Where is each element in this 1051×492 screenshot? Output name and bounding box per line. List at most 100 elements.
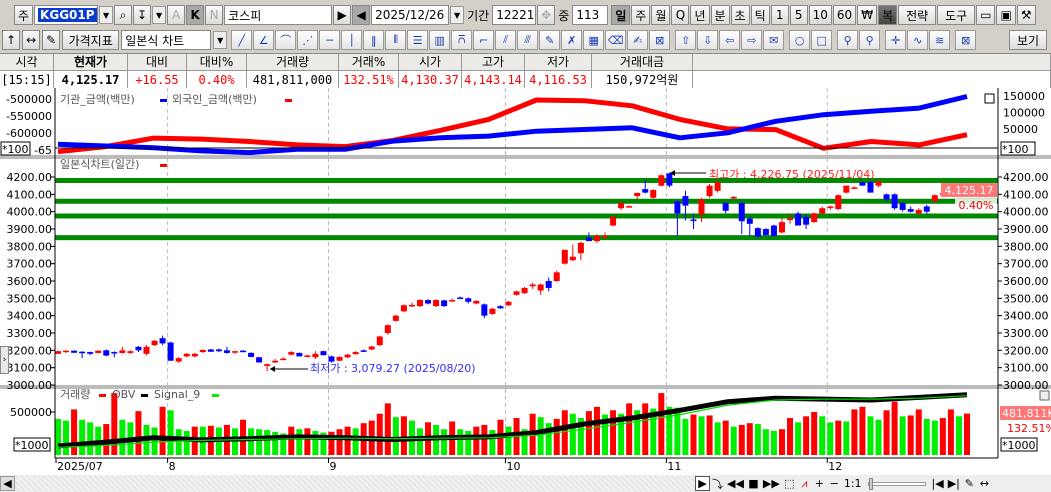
horizontal-lines-icon[interactable]: ☰: [407, 30, 429, 50]
arrow-up-icon[interactable]: ↑: [2, 30, 21, 50]
vertical-line-icon[interactable]: │: [341, 30, 363, 50]
arrow-down-icon[interactable]: ⇩: [697, 30, 719, 50]
interval-button[interactable]: 틱: [750, 5, 770, 25]
text-memo-icon[interactable]: ✉: [763, 30, 785, 50]
interval-button[interactable]: 년: [690, 5, 710, 25]
wave-icon[interactable]: ∿: [907, 30, 929, 50]
delete-tool-icon[interactable]: ✗: [561, 30, 583, 50]
circle-icon[interactable]: ○: [789, 30, 811, 50]
expand-horizontal-icon[interactable]: ↔: [22, 30, 41, 50]
first-icon[interactable]: |◀: [931, 477, 944, 490]
folder-open-icon[interactable]: ▭: [976, 5, 996, 25]
interval-button[interactable]: 분: [710, 5, 730, 25]
interval-button[interactable]: 5: [789, 5, 808, 25]
candle-body: [658, 175, 665, 186]
ray-line-icon[interactable]: ⌐: [473, 30, 495, 50]
interval-button[interactable]: Q: [671, 5, 690, 25]
next-icon[interactable]: ▶: [333, 5, 352, 25]
tools-button[interactable]: 도구: [937, 5, 976, 25]
expand-icon[interactable]: ↔: [979, 477, 989, 490]
interval-button[interactable]: 10: [808, 5, 832, 25]
interval-button[interactable]: 주: [631, 5, 651, 25]
date-input[interactable]: 2025/12/26: [371, 5, 450, 25]
edit-icon[interactable]: ✎: [42, 30, 61, 50]
parallel-channel-icon[interactable]: ⫻: [517, 30, 539, 50]
candle-body: [408, 304, 415, 307]
scroll-left-icon[interactable]: ◀: [0, 476, 15, 491]
scrollbar-track[interactable]: [15, 476, 695, 491]
ratio-button[interactable]: 1:1: [843, 477, 862, 490]
zoom-in-icon[interactable]: +: [814, 477, 824, 490]
save-icon[interactable]: ▣: [996, 5, 1016, 25]
interval-button[interactable]: ₩: [857, 5, 878, 25]
last-icon[interactable]: ▶|: [947, 477, 960, 490]
chart-type-dropdown-icon[interactable]: ▼: [213, 31, 228, 49]
delete-indicator-icon[interactable]: ⊠: [955, 30, 977, 50]
date-dropdown-icon[interactable]: ▼: [450, 6, 465, 24]
angle-line-icon[interactable]: ∠: [253, 30, 275, 50]
parallel-lines-icon[interactable]: ⫽: [495, 30, 517, 50]
sort-icon[interactable]: ↧: [133, 5, 152, 25]
delete-all-icon[interactable]: ⊠: [649, 30, 671, 50]
move-icon[interactable]: ✥: [537, 5, 556, 25]
fibonacci-time-icon[interactable]: ⦀: [385, 30, 407, 50]
color-palette-icon[interactable]: ▦: [583, 30, 605, 50]
panel-expand-icon[interactable]: ›: [0, 346, 9, 374]
rewind-icon[interactable]: ◀◀: [727, 477, 744, 490]
interval-button[interactable]: 60: [832, 5, 857, 25]
arrow-right-icon[interactable]: ⇨: [741, 30, 763, 50]
arrow-up-icon[interactable]: ⇧: [675, 30, 697, 50]
code-dropdown-icon[interactable]: ▼: [99, 6, 114, 24]
market-button[interactable]: 주: [14, 5, 34, 25]
search-icon[interactable]: ⌕: [114, 5, 133, 25]
oscillator-icon[interactable]: ≋: [929, 30, 951, 50]
fan-line-icon[interactable]: ⋰: [297, 30, 319, 50]
chart-area[interactable]: 4,125.17 0.40% 481,811K 132.51% 2025/07 8 9 1…: [0, 88, 1051, 475]
eraser-icon[interactable]: ⌫: [605, 30, 627, 50]
k-button[interactable]: K: [186, 5, 205, 25]
n-button[interactable]: N: [205, 5, 224, 25]
view-button[interactable]: 보기: [1009, 30, 1047, 50]
interval-button[interactable]: 초: [730, 5, 750, 25]
pencil-icon[interactable]: ✎: [539, 30, 561, 50]
vertical-lines-icon[interactable]: ▥: [429, 30, 451, 50]
edit-property-icon[interactable]: ✍: [627, 30, 649, 50]
prev-icon[interactable]: ◀: [352, 5, 371, 25]
arc-icon[interactable]: ⌒: [275, 30, 297, 50]
speed-lines-icon[interactable]: ⩃: [451, 30, 473, 50]
stop-icon[interactable]: ■: [748, 477, 759, 490]
strategy-button[interactable]: 전략: [898, 5, 937, 25]
crosshair-icon[interactable]: ✛: [885, 30, 907, 50]
price-indicator-button[interactable]: 가격지표: [62, 30, 120, 50]
candle: [304, 354, 311, 358]
interval-button[interactable]: 월: [651, 5, 671, 25]
scroll-right-icon[interactable]: ▶: [695, 476, 710, 491]
zoom-out-icon[interactable]: −: [829, 477, 839, 490]
arrow-left-icon[interactable]: ⇦: [719, 30, 741, 50]
zoom-icon[interactable]: ⚲: [837, 30, 859, 50]
jump-icon[interactable]: ⤵: [712, 477, 723, 491]
multi-button[interactable]: 복: [878, 5, 898, 25]
a-button[interactable]: A: [167, 5, 186, 25]
zoom-slider[interactable]: [867, 477, 926, 490]
interval-button[interactable]: 일: [611, 5, 631, 25]
settings-edit-icon[interactable]: ✎: [964, 477, 974, 490]
chart-label-icon[interactable]: ⩘: [801, 476, 808, 490]
period-input[interactable]: 12221: [492, 5, 537, 25]
trend-line-icon[interactable]: ╱: [231, 30, 253, 50]
name-input[interactable]: 코스피: [224, 5, 333, 25]
wrench-icon[interactable]: ⚒: [1016, 5, 1036, 25]
cycle-lines-icon[interactable]: ‖: [363, 30, 385, 50]
count-input[interactable]: 113: [572, 5, 609, 25]
fast-forward-icon[interactable]: ▶▶: [762, 477, 780, 490]
volume-bar: [698, 416, 705, 455]
volume-bar: [674, 407, 681, 455]
horizontal-line-icon[interactable]: ─: [319, 30, 341, 50]
sort-dropdown-icon[interactable]: ▼: [152, 6, 167, 24]
chart-type-select[interactable]: 일본식 차트: [121, 30, 212, 50]
interval-button[interactable]: 1: [770, 5, 789, 25]
candle-zoom-icon[interactable]: ⚲: [859, 30, 881, 50]
code-input[interactable]: KGG01P: [34, 5, 99, 25]
rectangle-icon[interactable]: □: [811, 30, 833, 50]
range-select-icon[interactable]: ⬚: [784, 477, 795, 490]
